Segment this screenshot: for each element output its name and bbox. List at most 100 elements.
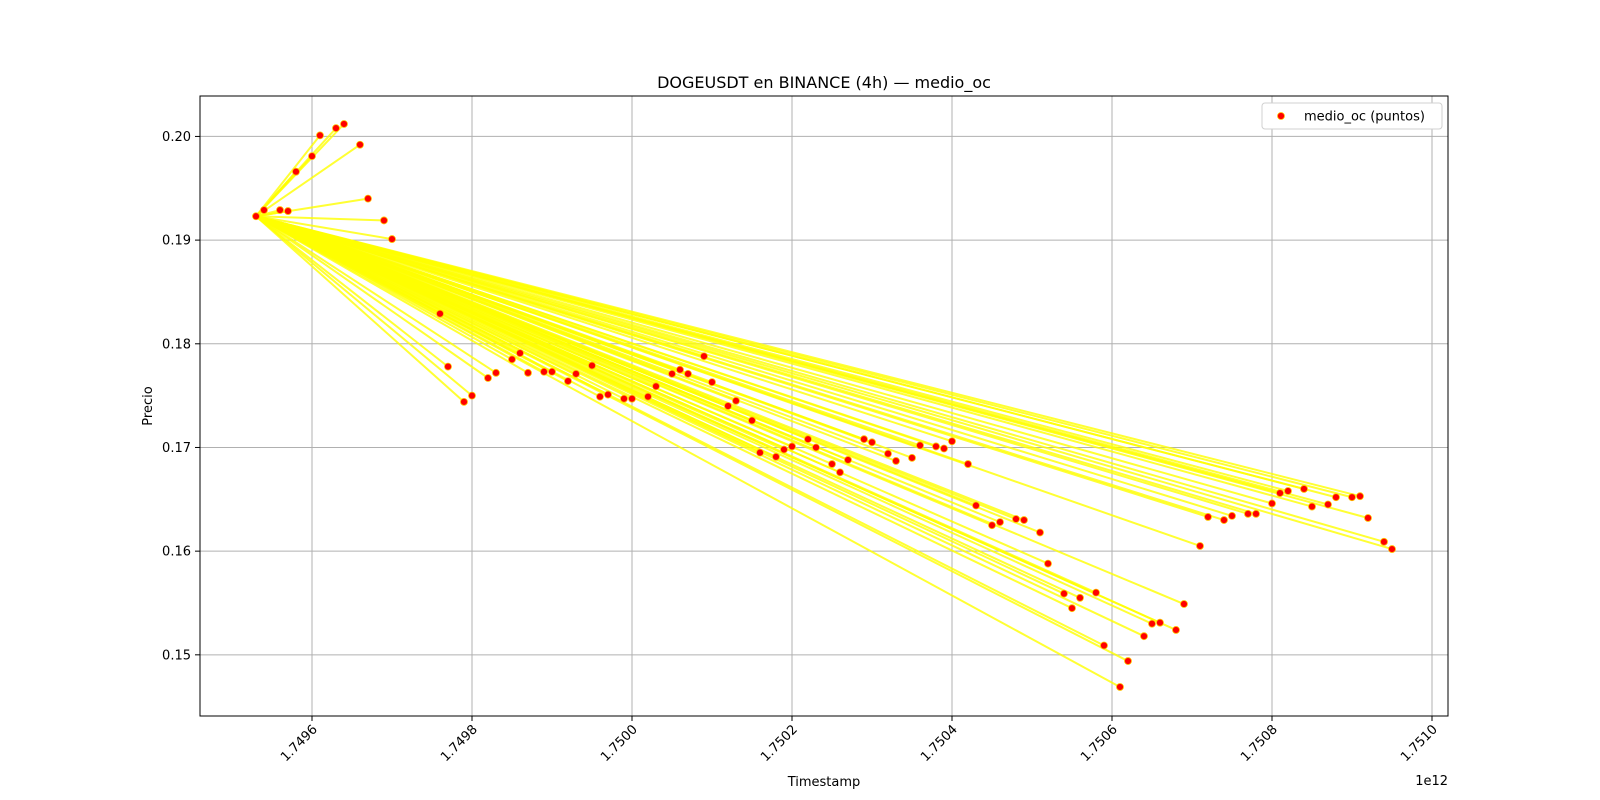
data-point	[1332, 493, 1340, 502]
data-point	[524, 368, 532, 377]
fan-line	[255, 215, 449, 368]
data-point	[812, 443, 820, 452]
data-point	[932, 442, 940, 451]
data-point	[1068, 604, 1076, 613]
fan-line	[255, 215, 465, 403]
data-point	[548, 367, 556, 376]
y-axis-label: Precio	[141, 386, 156, 425]
fan-line	[255, 134, 321, 217]
data-points	[252, 120, 1396, 691]
data-point	[1388, 545, 1396, 553]
fan-line	[255, 215, 1225, 522]
data-point	[804, 435, 812, 444]
data-point	[572, 369, 580, 378]
data-point	[828, 460, 836, 468]
fan-line	[255, 215, 1233, 517]
data-point	[988, 521, 996, 530]
fan-line	[255, 215, 1369, 519]
fan-line	[255, 197, 369, 218]
data-point	[1300, 485, 1308, 493]
data-point	[1252, 509, 1260, 518]
data-point	[540, 367, 548, 376]
data-point	[1268, 499, 1276, 508]
fan-line	[255, 215, 1145, 638]
data-point	[516, 349, 524, 358]
data-point	[948, 437, 956, 446]
legend-marker	[1277, 112, 1285, 120]
fan-line	[255, 215, 1177, 631]
data-point	[732, 396, 740, 405]
data-point	[1348, 493, 1356, 502]
x-axis-label: Timestamp	[787, 775, 861, 790]
legend-box	[1261, 102, 1443, 130]
legend: medio_oc (puntos)	[1261, 102, 1443, 130]
data-point	[260, 206, 268, 214]
y-tick-label: 0.18	[162, 337, 191, 352]
fan-line	[255, 215, 897, 462]
data-point	[668, 369, 676, 378]
y-tick-label: 0.20	[162, 130, 191, 145]
fan-line	[255, 215, 489, 379]
data-point	[1220, 516, 1228, 524]
fan-line	[255, 215, 497, 374]
data-point	[468, 391, 476, 400]
data-point	[1076, 593, 1084, 602]
data-point	[676, 365, 684, 374]
data-point	[484, 374, 492, 382]
data-point	[1124, 657, 1132, 665]
data-point	[780, 445, 788, 454]
data-point	[1324, 500, 1332, 509]
data-point	[964, 460, 972, 468]
data-point	[996, 518, 1004, 527]
data-point	[364, 194, 372, 203]
data-point	[1180, 600, 1188, 608]
fan-line	[255, 215, 1201, 547]
data-point	[308, 152, 316, 161]
fan-line	[255, 215, 1041, 534]
fan-line	[255, 215, 529, 374]
fan-line	[255, 215, 1081, 599]
data-point	[1172, 626, 1180, 634]
data-point	[972, 501, 980, 510]
data-point	[380, 216, 388, 225]
data-point	[884, 449, 892, 458]
plot-frame	[199, 95, 1449, 717]
data-point	[492, 368, 500, 377]
data-point	[1228, 511, 1236, 520]
data-point	[316, 131, 324, 140]
fan-lines	[255, 123, 1393, 688]
data-point	[860, 435, 868, 444]
chart-title: DOGEUSDT en BINANCE (4h) — medio_oc	[657, 73, 991, 93]
data-point	[596, 392, 604, 401]
fan-line	[255, 215, 473, 397]
data-point	[684, 369, 692, 378]
data-point	[868, 438, 876, 447]
data-point	[620, 394, 628, 403]
data-point	[708, 378, 716, 387]
data-point	[1100, 641, 1108, 650]
y-axis-ticks: 0.15 0.16 0.17 0.18 0.19 0.20	[162, 130, 200, 663]
data-point	[892, 457, 900, 465]
y-tick-label: 0.17	[162, 441, 191, 456]
data-point	[444, 362, 452, 371]
data-point	[1284, 487, 1292, 495]
data-point	[276, 206, 284, 214]
data-point	[1204, 513, 1212, 521]
data-point	[1380, 537, 1388, 546]
fan-line	[255, 215, 913, 459]
data-point	[700, 352, 708, 361]
y-tick-label: 0.15	[162, 648, 191, 663]
data-point	[1044, 559, 1052, 568]
data-point	[252, 212, 260, 221]
data-point	[940, 444, 948, 453]
data-point	[628, 394, 636, 403]
data-point	[1012, 515, 1020, 523]
data-point	[652, 382, 660, 391]
fan-line	[255, 215, 1129, 662]
data-point	[284, 207, 292, 215]
fan-line	[255, 143, 361, 218]
fan-line	[255, 215, 1121, 688]
y-tick-label: 0.16	[162, 545, 191, 560]
data-point	[340, 120, 348, 128]
legend-entry: medio_oc (puntos)	[1304, 110, 1425, 125]
